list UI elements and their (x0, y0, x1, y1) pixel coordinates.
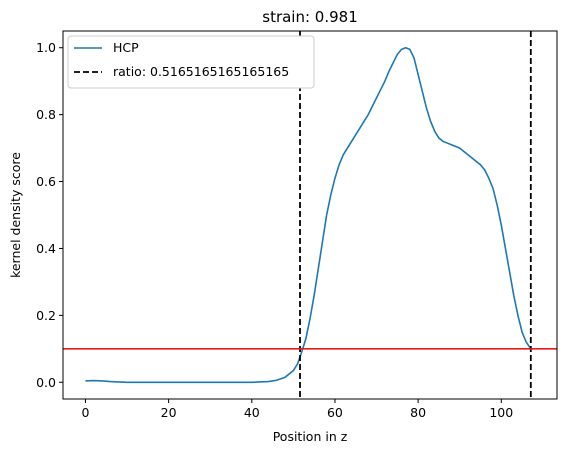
y-axis: 0.0 0.2 0.4 0.6 0.8 1.0 (36, 40, 63, 390)
y-tick-label: 0.6 (36, 174, 56, 189)
x-tick-label: 80 (410, 405, 426, 420)
x-tick-label: 0 (81, 405, 89, 420)
x-tick-label: 40 (244, 405, 260, 420)
y-tick-label: 1.0 (36, 40, 56, 55)
x-axis-label: Position in z (273, 429, 348, 444)
x-tick-label: 100 (489, 405, 513, 420)
legend-label-ratio: ratio: 0.5165165165165165 (113, 64, 289, 79)
y-tick-label: 0.4 (36, 241, 56, 256)
y-tick-label: 0.0 (36, 375, 56, 390)
y-tick-label: 0.8 (36, 107, 56, 122)
series-line-hcp (85, 46, 532, 384)
x-tick-label: 20 (161, 405, 177, 420)
legend: HCP ratio: 0.5165165165165165 (67, 35, 315, 89)
legend-box (67, 35, 315, 89)
plot-area (63, 31, 557, 399)
y-tick-label: 0.2 (36, 308, 56, 323)
x-tick-label: 60 (327, 405, 343, 420)
y-axis-label: kernel density score (8, 152, 23, 278)
legend-label-hcp: HCP (113, 40, 139, 55)
chart-title: strain: 0.981 (262, 8, 358, 26)
x-axis: 0 20 40 60 80 100 (81, 399, 513, 420)
axes-frame (62, 30, 558, 400)
